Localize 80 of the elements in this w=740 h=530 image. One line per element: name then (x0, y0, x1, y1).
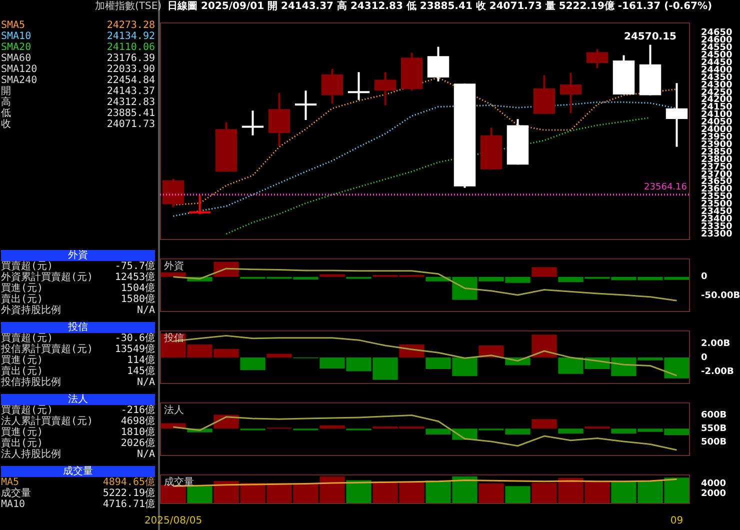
candlestick (162, 178, 184, 208)
text: 投信累計買賣超(元) 13549億 (1, 344, 155, 355)
y-tick-label: 4000 (701, 479, 726, 490)
x-tick-label: 2025/08/05 (144, 516, 202, 527)
y-tick-label: 0 (701, 352, 708, 363)
candlestick (242, 110, 264, 136)
y-tick-label: 550B (701, 424, 727, 434)
chart-title: 法人 (68, 394, 88, 405)
text: 買賣超(元) -216億 (1, 405, 155, 416)
annotation: 24570.15 (624, 31, 677, 42)
chart-title: 法人 (164, 404, 184, 416)
bar (558, 428, 584, 434)
chart-title: 投信 (68, 322, 88, 333)
bar (478, 483, 504, 504)
text: 法人累計買賣超(元) 4698億 (1, 416, 155, 427)
candlestick (294, 90, 317, 122)
text: 高 24312.83 (1, 97, 155, 108)
text: 24273.28 (106, 20, 155, 31)
bar (320, 425, 345, 429)
text: 投信持股比例 N/A (1, 377, 155, 388)
y-tick-label: 23300 (701, 229, 732, 240)
text: 低 23885.41 (1, 108, 155, 119)
text: 收 24071.73 (1, 119, 155, 130)
text: 法人持股比例 N/A (1, 449, 155, 460)
candlestick (374, 71, 396, 106)
text: 24134.92 (106, 31, 155, 42)
y-tick-label: 0 (701, 272, 708, 282)
candlestick (666, 82, 688, 148)
text: 4894.65億 (102, 477, 155, 488)
text: 買賣超(元) -30.6億 (1, 333, 155, 344)
text: SMA240 22454.84 (1, 75, 155, 86)
ref-line-label: 23564.16 (644, 182, 688, 193)
bar (160, 272, 186, 277)
candlestick (560, 72, 582, 114)
text: 開 24143.37 (1, 86, 155, 97)
text: SMA120 22033.90 (1, 64, 155, 75)
text: 買進(元) 1810億 (1, 427, 155, 438)
y-tick-label: -2.00B (701, 366, 734, 377)
y-tick-label: 2.00B (701, 338, 730, 349)
bar (532, 419, 557, 429)
text: SMA10 (1, 31, 32, 42)
bar (532, 334, 557, 358)
text: 買進(元) 1504億 (1, 283, 155, 294)
bar (532, 267, 557, 277)
bar (320, 274, 345, 277)
y-tick-label: 500B (701, 438, 727, 448)
chart-title: 加權指數(TSE) (95, 1, 162, 12)
text: SMA60 23176.39 (1, 53, 155, 64)
chart-title: 外資 (164, 260, 184, 272)
text: 買進(元) 114億 (1, 355, 155, 366)
bar (240, 358, 266, 370)
bar (346, 480, 372, 504)
candlestick (348, 71, 370, 101)
text: 賣出(元) 145億 (1, 366, 155, 377)
text: 24110.06 (106, 42, 155, 53)
y-tick-label: -50.00B (701, 291, 740, 302)
candlestick (188, 194, 211, 216)
text: MA5 (1, 477, 20, 488)
bar (266, 354, 292, 358)
bar (214, 262, 239, 277)
text: 買賣超(元) -75.7億 (1, 261, 155, 272)
candlestick (268, 92, 290, 148)
candlestick (321, 68, 344, 105)
text: 外資累計買賣超(元) 12453億 (1, 272, 155, 283)
bar (187, 486, 212, 504)
candlestick (427, 46, 450, 82)
x-tick-label: 09 (670, 516, 684, 527)
text: 賣出(元) 2026億 (1, 438, 155, 449)
chart-subtitle: 日線圖 2025/09/01 開 24143.37 高 24312.83 低 23885.41 收 24071.73 量 5222.19億 -161.37 (-0.67%) (168, 1, 712, 12)
text: SMA5 (1, 20, 26, 31)
chart-title: 外資 (68, 250, 88, 261)
text: 外資持股比例 N/A (1, 305, 155, 316)
y-tick-label: 2000 (701, 489, 726, 500)
text: 成交量 5222.19億 (1, 488, 155, 499)
text: SMA20 (1, 42, 32, 53)
y-tick-label: 600B (701, 410, 727, 420)
text: MA10 4716.71億 (1, 499, 155, 510)
text: 賣出(元) 1580億 (1, 294, 155, 305)
candlestick (586, 48, 608, 70)
bar (505, 486, 530, 504)
